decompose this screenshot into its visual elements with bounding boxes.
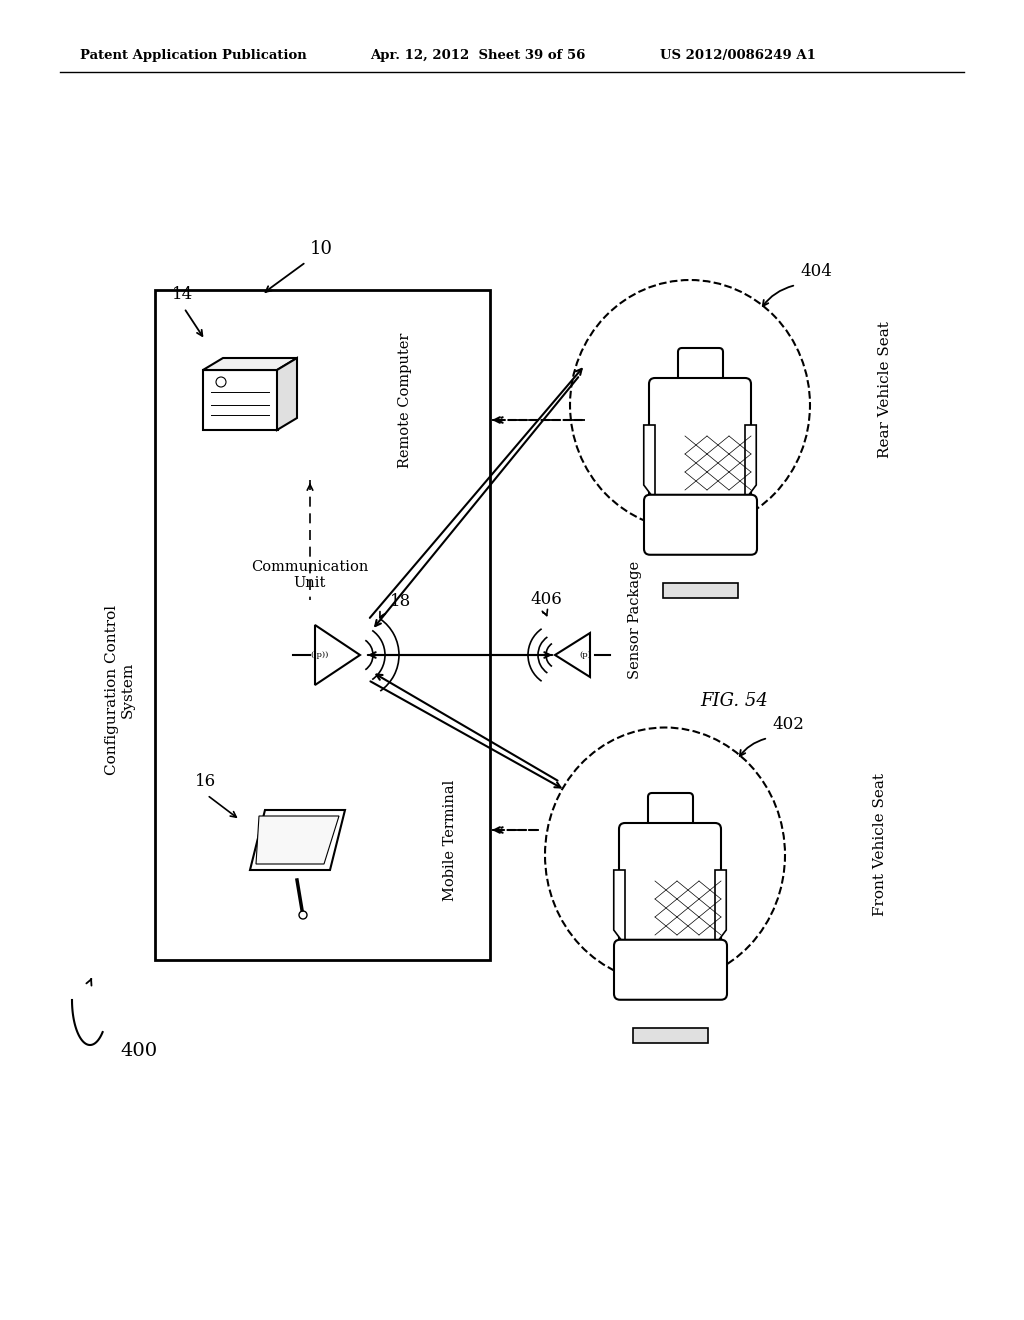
Polygon shape	[745, 425, 757, 500]
Text: Configuration Control
System: Configuration Control System	[104, 605, 135, 775]
Bar	[155, 290, 490, 960]
Text: 404: 404	[800, 263, 831, 280]
Text: (p): (p)	[579, 651, 591, 659]
FancyBboxPatch shape	[678, 348, 723, 384]
Text: Patent Application Publication: Patent Application Publication	[80, 49, 307, 62]
Polygon shape	[613, 870, 625, 945]
Polygon shape	[203, 358, 297, 370]
Text: Front Vehicle Seat: Front Vehicle Seat	[873, 774, 887, 916]
Text: 10: 10	[310, 240, 333, 257]
Text: 400: 400	[120, 1041, 157, 1060]
Text: Sensor Package: Sensor Package	[628, 561, 642, 678]
Text: FIG. 54: FIG. 54	[700, 692, 768, 710]
FancyBboxPatch shape	[618, 822, 721, 950]
Text: 402: 402	[772, 715, 804, 733]
Text: 16: 16	[195, 774, 216, 789]
Text: Rear Vehicle Seat: Rear Vehicle Seat	[878, 322, 892, 458]
Text: 406: 406	[530, 591, 562, 609]
FancyBboxPatch shape	[644, 495, 757, 554]
Polygon shape	[278, 358, 297, 430]
Polygon shape	[250, 810, 345, 870]
Bar	[633, 1027, 708, 1043]
Text: Remote Computer: Remote Computer	[398, 333, 412, 467]
FancyBboxPatch shape	[649, 378, 751, 506]
Text: US 2012/0086249 A1: US 2012/0086249 A1	[660, 49, 816, 62]
Bar	[203, 370, 278, 430]
Polygon shape	[555, 634, 590, 677]
Text: Apr. 12, 2012  Sheet 39 of 56: Apr. 12, 2012 Sheet 39 of 56	[370, 49, 586, 62]
Polygon shape	[715, 870, 726, 945]
Text: ((p)): ((p))	[311, 651, 329, 659]
Polygon shape	[644, 425, 655, 500]
Text: 18: 18	[390, 593, 412, 610]
Text: Communication
Unit: Communication Unit	[251, 560, 369, 590]
Polygon shape	[315, 624, 360, 685]
Text: Mobile Terminal: Mobile Terminal	[443, 779, 457, 900]
Text: 14: 14	[172, 286, 194, 304]
FancyBboxPatch shape	[614, 940, 727, 999]
Bar	[663, 582, 738, 598]
Polygon shape	[256, 816, 339, 865]
FancyBboxPatch shape	[648, 793, 693, 829]
